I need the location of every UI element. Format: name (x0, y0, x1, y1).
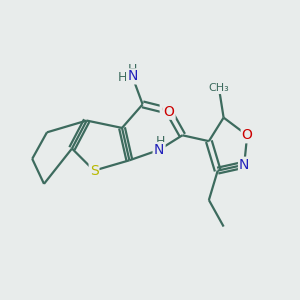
Text: S: S (90, 164, 98, 178)
Text: CH₃: CH₃ (209, 83, 230, 93)
Text: O: O (164, 105, 175, 119)
Text: N: N (239, 158, 249, 172)
Text: O: O (242, 128, 253, 142)
Text: H: H (117, 71, 127, 84)
Text: N: N (154, 143, 164, 157)
Text: O: O (161, 103, 172, 117)
Text: H: H (128, 62, 137, 76)
Text: N: N (127, 69, 137, 83)
Text: H: H (156, 135, 165, 148)
